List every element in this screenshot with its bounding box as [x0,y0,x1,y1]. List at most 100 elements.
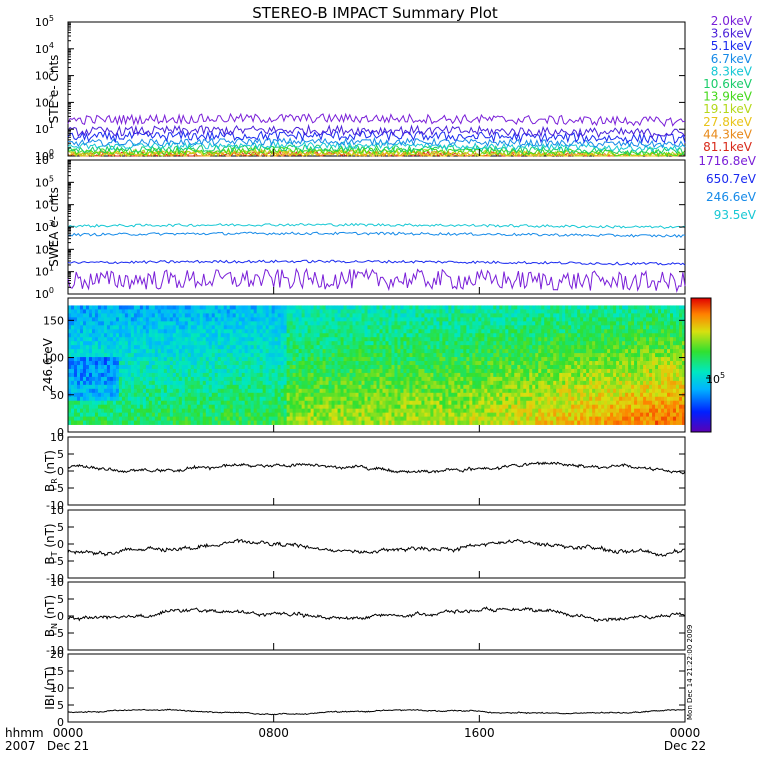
heatmap-cell [271,317,276,322]
heatmap-cell [274,404,279,410]
heatmap-cell [517,313,521,318]
heatmap-cell [220,396,225,402]
heatmap-cell [460,408,464,414]
heatmap-cell [88,412,93,418]
heatmap-cell [388,341,392,346]
heatmap-cell [127,416,132,421]
heatmap-cell [499,400,503,406]
heatmap-cell [382,392,386,398]
heatmap-cell [307,341,312,346]
heatmap-cell [202,368,207,374]
heatmap-cell [262,408,267,414]
heatmap-cell [238,392,243,398]
heatmap-cell [208,341,213,346]
heatmap-cell [71,341,75,346]
heatmap-cell [79,416,84,421]
heatmap-cell [475,321,479,326]
heatmap-cell [226,408,231,414]
heatmap-cell [169,408,174,414]
heatmap-cell [316,396,320,402]
heatmap-cell [115,365,120,370]
heatmap-cell [463,305,467,310]
heatmap-cell [547,388,551,394]
heatmap-cell [208,380,213,386]
heatmap-cell [127,329,132,334]
heatmap-cell [106,321,111,326]
heatmap-cell [82,337,87,342]
heatmap-cell [220,380,225,386]
heatmap-cell [310,388,315,394]
heatmap-cell [361,380,365,386]
heatmap-cell [385,388,389,394]
heatmap-cell [376,325,380,330]
ste-series-group [67,112,686,158]
heatmap-cell [544,305,548,310]
y-tick-label: 101 [35,264,54,279]
heatmap-cell [157,392,162,398]
heatmap-cell [256,361,261,366]
heatmap-cell [238,353,243,358]
heatmap-cell [82,313,87,318]
heatmap-cell [184,313,189,318]
heatmap-cell [307,384,312,390]
heatmap-cell [430,309,434,314]
heatmap-cell [394,365,398,370]
heatmap-cell [511,337,515,342]
heatmap-cell [304,329,309,334]
heatmap-cell [310,357,315,362]
heatmap-cell [229,349,234,354]
heatmap-cell [508,325,512,330]
heatmap-cell [481,420,485,425]
heatmap-cell [475,337,479,342]
heatmap-cell [496,329,500,334]
heatmap-cell [322,357,326,362]
heatmap-cell [352,376,356,382]
heatmap-cell [493,396,497,402]
heatmap-cell [121,313,126,318]
heatmap-cell [223,333,228,338]
heatmap-cell [100,365,105,370]
heatmap-cell [208,317,213,322]
heatmap-cell [463,353,467,358]
heatmap-cell [289,416,294,421]
heatmap-cell [496,341,500,346]
heatmap-cell [73,353,78,358]
heatmap-cell [547,337,551,342]
heatmap-cell [109,321,114,326]
heatmap-cell [412,321,416,326]
heatmap-cell [367,357,371,362]
heatmap-cell [298,333,303,338]
heatmap-cell [283,361,288,366]
heatmap-cell [241,384,246,390]
heatmap-cell [196,400,201,406]
heatmap-cell [388,305,392,310]
heatmap-cell [469,361,473,366]
heatmap-cell [451,349,455,354]
heatmap-cell [406,321,410,326]
heatmap-cell [172,420,177,425]
heatmap-cell [445,341,449,346]
heatmap-cell [271,408,276,414]
heatmap-cell [157,372,162,378]
heatmap-cell [460,305,464,310]
heatmap-cell [97,408,102,414]
heatmap-cell [436,416,440,421]
heatmap-cell [265,321,270,326]
heatmap-cell [208,420,213,425]
heatmap-cell [304,372,309,378]
heatmap-cell [190,365,195,370]
heatmap-cell [370,400,374,406]
heatmap-cell [391,412,395,418]
heatmap-cell [421,333,425,338]
heatmap-cell [247,400,252,406]
heatmap-cell [418,325,422,330]
heatmap-cell [334,412,338,418]
heatmap-cell [289,404,294,410]
ste-ylabel: STE e- Cnts [47,55,61,124]
heatmap-cell [196,376,201,382]
heatmap-cell [385,396,389,402]
heatmap-cell [547,349,551,354]
heatmap-cell [520,384,524,390]
heatmap-cell [310,412,315,418]
heatmap-cell [445,376,449,382]
